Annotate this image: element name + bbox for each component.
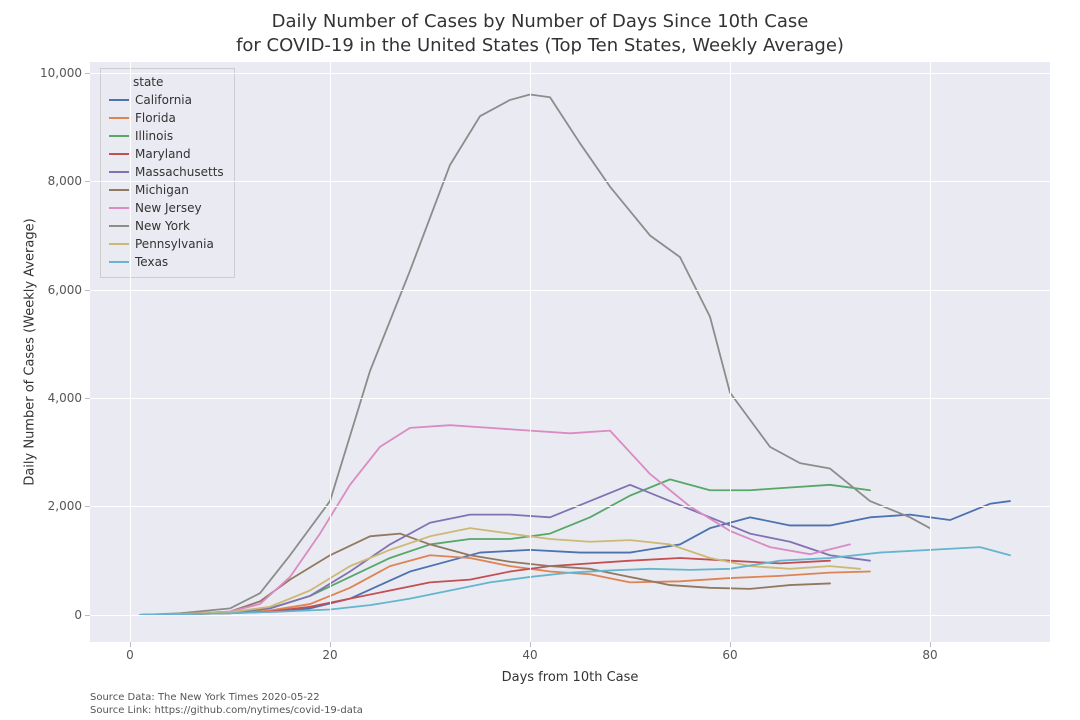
gridline-horizontal [90,398,1050,399]
x-tick-label: 20 [322,642,337,662]
gridline-vertical [330,62,331,642]
y-tick-label: 8,000 [48,174,90,188]
legend-item: New York [109,217,224,235]
gridline-vertical [530,62,531,642]
legend-label: Illinois [135,129,173,143]
source-link-note: Source Link: https://github.com/nytimes/… [90,705,363,716]
legend-label: Texas [135,255,168,269]
chart-title: Daily Number of Cases by Number of Days … [0,10,1080,59]
legend-label: California [135,93,192,107]
legend-swatch [109,171,129,173]
legend-item: Pennsylvania [109,235,224,253]
legend-swatch [109,153,129,155]
x-tick-label: 0 [126,642,134,662]
gridline-horizontal [90,506,1050,507]
x-tick-label: 60 [722,642,737,662]
legend-label: Massachusetts [135,165,224,179]
plot-area: state California Florida Illinois Maryland M… [90,62,1050,642]
legend-swatch [109,189,129,191]
series-line [140,534,830,615]
title-line-1: Daily Number of Cases by Number of Days … [272,11,809,32]
y-axis-label: Daily Number of Cases (Weekly Average) [23,218,38,485]
legend-label: New York [135,219,190,233]
x-axis-label: Days from 10th Case [502,670,639,685]
legend-item: Maryland [109,145,224,163]
legend-swatch [109,207,129,209]
gridline-horizontal [90,615,1050,616]
legend-label: Michigan [135,183,189,197]
y-tick-label: 0 [74,608,90,622]
legend-swatch [109,225,129,227]
title-line-2: for COVID-19 in the United States (Top T… [236,35,844,56]
y-tick-label: 6,000 [48,283,90,297]
series-line [140,528,860,615]
series-line [140,501,1010,615]
legend-swatch [109,261,129,263]
legend-label: Maryland [135,147,191,161]
legend-item: Michigan [109,181,224,199]
gridline-horizontal [90,181,1050,182]
x-tick-label: 40 [522,642,537,662]
gridline-horizontal [90,73,1050,74]
series-line [140,425,850,615]
legend-label: Pennsylvania [135,237,214,251]
legend-item: Massachusetts [109,163,224,181]
gridline-vertical [730,62,731,642]
legend-label: New Jersey [135,201,202,215]
gridline-vertical [130,62,131,642]
legend-swatch [109,117,129,119]
legend-item: Florida [109,109,224,127]
x-tick-label: 80 [922,642,937,662]
series-line [140,479,870,615]
legend-item: California [109,91,224,109]
legend-swatch [109,243,129,245]
legend-swatch [109,99,129,101]
y-tick-label: 4,000 [48,391,90,405]
legend-item: Illinois [109,127,224,145]
legend-label: Florida [135,111,176,125]
series-line [140,485,870,615]
chart-container: Daily Number of Cases by Number of Days … [0,0,1080,720]
legend-title: state [109,75,224,89]
y-tick-label: 10,000 [40,66,90,80]
source-data-note: Source Data: The New York Times 2020-05-… [90,692,320,703]
gridline-horizontal [90,290,1050,291]
legend-swatch [109,135,129,137]
y-tick-label: 2,000 [48,499,90,513]
legend-item: New Jersey [109,199,224,217]
legend-box: state California Florida Illinois Maryland M… [100,68,235,278]
legend-item: Texas [109,253,224,271]
gridline-vertical [930,62,931,642]
